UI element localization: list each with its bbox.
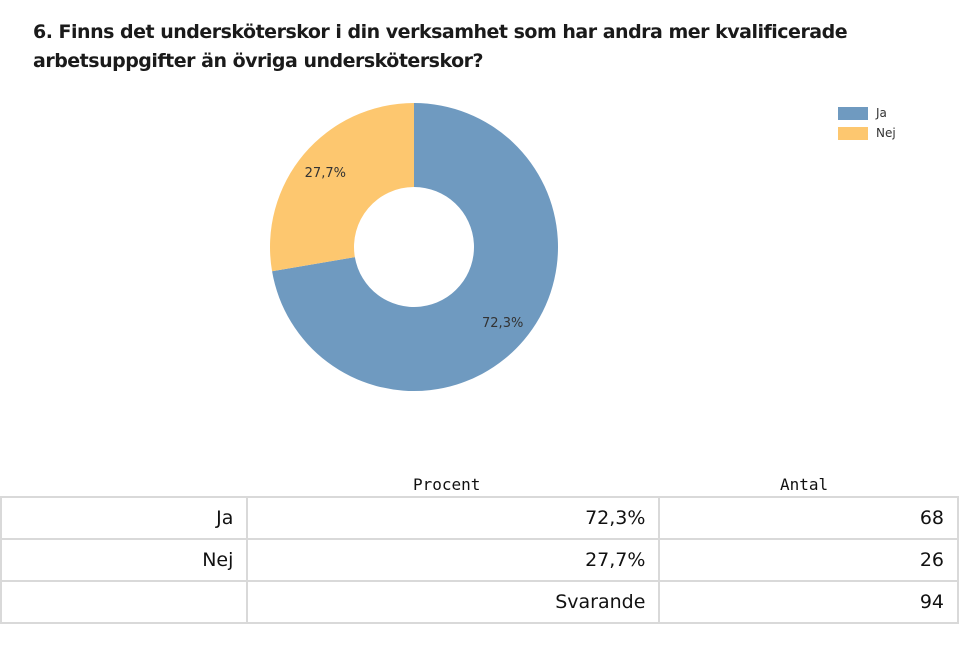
slice-label-ja: 72,3% — [482, 316, 523, 331]
row-antal: 26 — [658, 538, 959, 582]
header-antal: Antal — [780, 475, 829, 494]
legend-label-nej: Nej — [876, 126, 896, 140]
legend-swatch-nej — [838, 126, 868, 140]
legend-item-nej: Nej — [838, 123, 896, 143]
row-procent: 72,3% — [246, 496, 661, 540]
results-table: Ja 72,3% 68 Nej 27,7% 26 Svarande 94 — [0, 496, 959, 624]
row-procent: 27,7% — [246, 538, 661, 582]
slice-ja — [272, 103, 558, 392]
row-antal: 68 — [658, 496, 959, 540]
table-row: Nej 27,7% 26 — [0, 538, 959, 582]
title-line-1: 6. Finns det undersköterskor i din verks… — [33, 21, 848, 43]
table-row-total: Svarande 94 — [0, 580, 959, 624]
chart-title: 6. Finns det undersköterskor i din verks… — [33, 18, 933, 76]
row-label: Ja — [0, 496, 249, 540]
legend-item-ja: Ja — [838, 103, 896, 123]
legend-label-ja: Ja — [876, 106, 887, 120]
slice-label-nej: 27,7% — [305, 166, 346, 181]
total-antal: 94 — [658, 580, 959, 624]
total-empty-cell — [0, 580, 249, 624]
donut-chart: 72,3% 27,7% — [269, 103, 558, 392]
header-procent: Procent — [413, 475, 481, 494]
slice-nej — [269, 103, 414, 272]
title-line-2: arbetsuppgifter än övriga underskötersko… — [33, 50, 484, 72]
total-label: Svarande — [246, 580, 661, 624]
table-row: Ja 72,3% 68 — [0, 496, 959, 540]
legend-swatch-ja — [838, 106, 868, 120]
legend: Ja Nej — [838, 103, 896, 143]
row-label: Nej — [0, 538, 249, 582]
